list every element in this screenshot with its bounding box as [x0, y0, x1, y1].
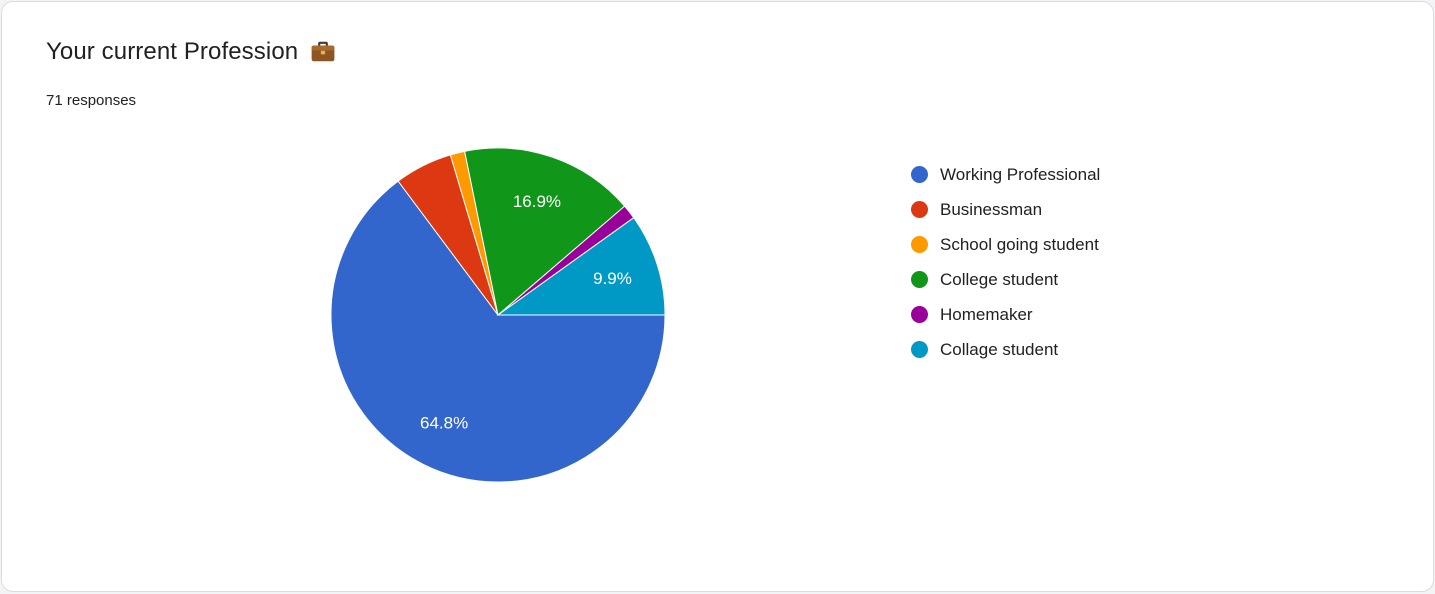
legend-item: Businessman — [911, 192, 1100, 227]
legend-label: School going student — [940, 234, 1099, 254]
legend-item: College student — [911, 262, 1100, 297]
legend-label: Homemaker — [940, 304, 1033, 324]
pie-slice-3[interactable] — [464, 147, 626, 316]
legend-label: Working Professional — [940, 164, 1101, 184]
legend: Working Professional Businessman School go… — [911, 157, 1100, 367]
legend-label: Collage student — [940, 339, 1059, 359]
legend-item: Homemaker — [911, 297, 1100, 332]
pie-chart: 64.8% 16.9% 9.9% — [330, 147, 666, 483]
pie-slice-label-5: 9.9% — [593, 269, 632, 288]
pie-slice-0[interactable] — [330, 180, 666, 483]
briefcase-icon — [311, 41, 335, 62]
legend-item: Collage student — [911, 332, 1100, 367]
pie-slice-label-0: 64.8% — [420, 413, 468, 432]
legend-color-dot — [911, 271, 928, 288]
title-row: Your current Profession — [46, 38, 1389, 66]
pie-slice-label-3: 16.9% — [513, 192, 561, 211]
legend-item: Working Professional — [911, 157, 1100, 192]
legend-color-dot — [911, 236, 928, 253]
legend-color-dot — [911, 201, 928, 218]
legend-label: College student — [940, 269, 1059, 289]
pie-chart-wrapper: 64.8% 16.9% 9.9% — [328, 145, 668, 485]
legend-label: Businessman — [940, 199, 1043, 219]
legend-color-dot — [911, 306, 928, 323]
legend-color-dot — [911, 341, 928, 358]
response-count: 71 responses — [46, 92, 137, 109]
legend-item: School going student — [911, 227, 1100, 262]
legend-color-dot — [911, 166, 928, 183]
chart-area: 64.8% 16.9% 9.9% Working Professional Busin… — [46, 145, 1389, 485]
pie-slice-5[interactable] — [496, 216, 666, 316]
question-title: Your current Profession — [46, 38, 299, 65]
